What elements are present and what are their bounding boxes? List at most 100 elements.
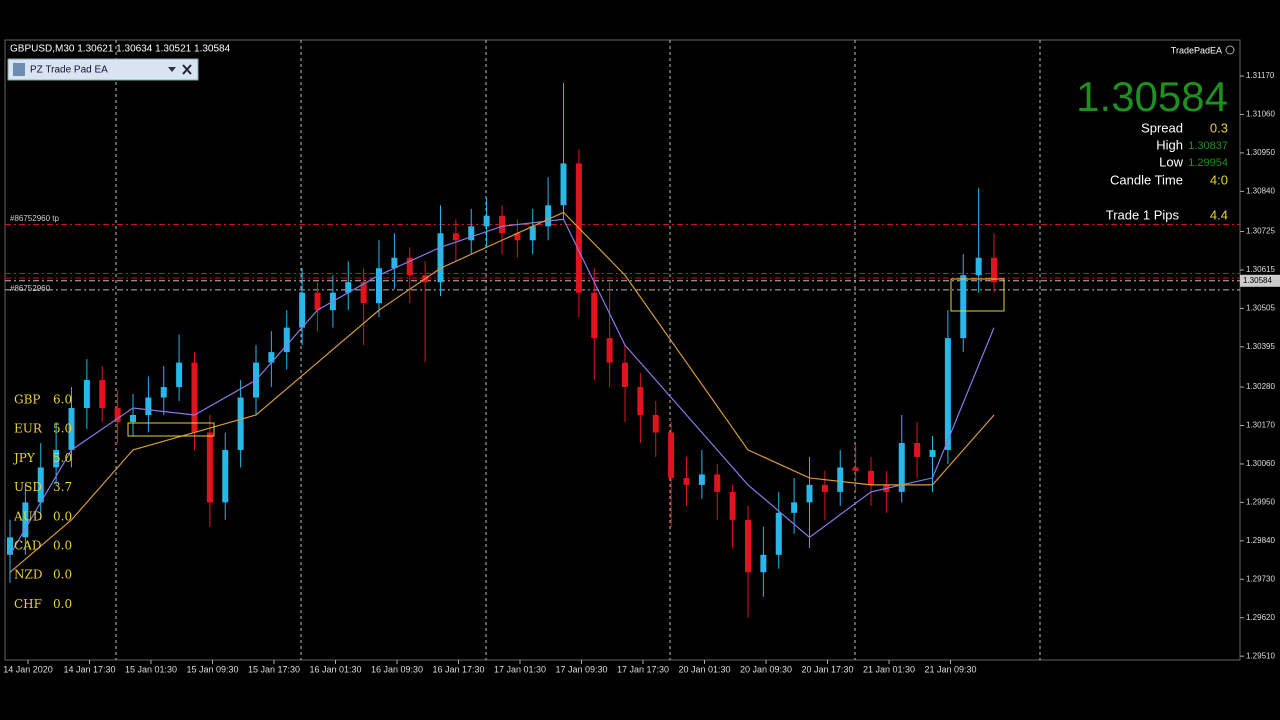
panel-icon (13, 63, 25, 76)
y-tick-label: 1.29510 (1246, 651, 1275, 660)
candle-body (591, 292, 598, 339)
y-tick-label: 1.30170 (1246, 421, 1275, 430)
order-label: #86752960 (10, 284, 51, 293)
x-tick-label: 20 Jan 17:30 (801, 664, 853, 674)
y-tick-label: 1.30725 (1246, 227, 1275, 236)
x-tick-label: 20 Jan 01:30 (678, 664, 730, 674)
x-tick-label: 20 Jan 09:30 (740, 664, 792, 674)
currency: CAD (14, 539, 41, 553)
symbol-line: GBPUSD,M30 1.30621 1.30634 1.30521 1.305… (10, 44, 231, 55)
candle-body (268, 352, 275, 363)
candle-body (775, 512, 782, 555)
candle-body (206, 432, 213, 503)
candle-body (514, 233, 521, 241)
y-tick-label: 1.29730 (1246, 574, 1275, 583)
currency: CHF (14, 597, 42, 611)
candle-body (191, 362, 198, 433)
panel-bar[interactable] (7, 58, 199, 81)
candle-body (698, 474, 705, 485)
highlight-box (950, 278, 1005, 312)
candle-body (683, 477, 690, 485)
strength-value: 5.0 (53, 451, 72, 465)
moving-average (9, 211, 995, 573)
day-separators (115, 40, 1041, 660)
candle-body (622, 362, 628, 388)
y-tick-label: 1.29950 (1246, 497, 1275, 506)
x-tick-label: 14 Jan 2020 (3, 664, 53, 674)
order-label: #86752960 tp (10, 214, 59, 223)
candle-body (176, 362, 183, 388)
candle-body (545, 205, 552, 227)
y-tick-label: 1.30950 (1246, 148, 1275, 157)
x-tick-label: 16 Jan 09:30 (371, 664, 423, 674)
candle-body (944, 338, 951, 450)
dropdown[interactable] (168, 67, 176, 72)
big-price: 1.30584 (1076, 73, 1228, 120)
candle-body (406, 257, 413, 276)
candle-body (160, 387, 167, 398)
candle-body (991, 257, 997, 283)
info-panel: 1.30584 Spread 0.3 High 1.30837 Low 1.29… (1076, 73, 1228, 222)
candle-body (391, 257, 398, 269)
currency: JPY (12, 451, 36, 465)
label: High (1156, 137, 1183, 152)
highlight-box (127, 422, 215, 437)
candle-body (222, 449, 229, 503)
strength-value: 3.7 (53, 480, 72, 494)
price-tag (1240, 274, 1280, 287)
candle-body (668, 432, 675, 478)
candle-body (806, 484, 813, 503)
y-tick-label: 1.30505 (1246, 304, 1275, 313)
currency: EUR (14, 422, 43, 436)
value: 4.4 (1210, 207, 1228, 222)
value: 1.29954 (1188, 157, 1228, 169)
close-button[interactable] (182, 64, 192, 75)
candle-body (376, 268, 382, 304)
candle-body (852, 467, 859, 471)
candle-body (53, 449, 60, 468)
expert-icon (1225, 45, 1235, 55)
y-tick-label: 1.29840 (1246, 536, 1275, 545)
candle-body (960, 275, 967, 339)
candle-body (837, 467, 844, 492)
currency: USD (14, 480, 42, 494)
plot (5, 82, 1240, 618)
candle-body (437, 233, 444, 283)
strength-value: 0.0 (53, 597, 72, 611)
candle-body (22, 502, 29, 538)
candle-body (114, 408, 121, 422)
currency: GBP (14, 393, 40, 407)
price-tag-label: 1.30584 (1243, 276, 1272, 285)
candle-body (975, 257, 982, 276)
candle-body (130, 415, 136, 422)
currency: AUD (13, 509, 42, 523)
candle-body (99, 380, 106, 409)
candle-body (37, 467, 44, 503)
candle-body (714, 474, 721, 492)
candle-body (452, 233, 459, 241)
label: Trade 1 Pips (1106, 207, 1180, 222)
x-tick-label: 16 Jan 17:30 (432, 664, 484, 674)
x-tick-label: 16 Jan 01:30 (309, 664, 361, 674)
candle-body (760, 554, 767, 573)
value: 0.3 (1210, 120, 1228, 135)
candle-body (483, 215, 490, 227)
label: Candle Time (1110, 172, 1183, 187)
candle-body (314, 292, 321, 311)
strength-value: 0.0 (53, 509, 72, 523)
candle-body (468, 226, 475, 241)
candle-body (868, 470, 874, 485)
y-tick-label: 1.31170 (1246, 71, 1275, 80)
label: Spread (1141, 120, 1183, 135)
candle-body (345, 282, 352, 293)
y-tick-label: 1.30395 (1246, 342, 1275, 351)
candle-body (652, 415, 659, 433)
candle-body (145, 397, 152, 416)
x-tick-label: 17 Jan 17:30 (617, 664, 669, 674)
trade-pad[interactable]: PZ Trade Pad EA (7, 58, 199, 81)
strength-value: 6.0 (53, 393, 72, 407)
x-tick-label: 17 Jan 09:30 (555, 664, 607, 674)
currency-strength: GBP 6.0 EUR 5.0 JPY 5.0 USD 3.7 AUD 0.0 CAD 0.0 NZD 0… (12, 393, 72, 611)
